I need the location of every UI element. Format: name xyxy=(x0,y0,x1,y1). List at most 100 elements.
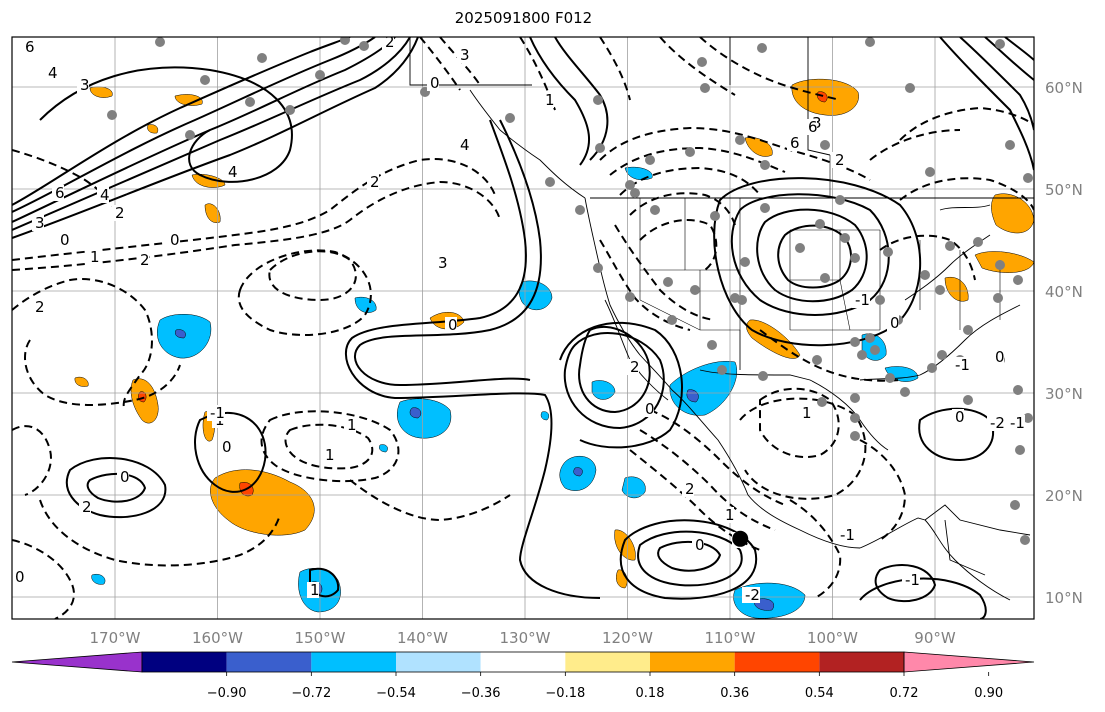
contour-label: 6 xyxy=(808,118,818,136)
longitude-axis-labels: 170°W 160°W 150°W 140°W 130°W 120°W 110°W 100°W… xyxy=(90,629,956,647)
contour-label: 1 xyxy=(325,446,335,464)
station-dot xyxy=(285,105,295,115)
contour-label-bg xyxy=(112,205,124,221)
contour-label: -1 xyxy=(840,526,855,544)
contour-label: 4 xyxy=(228,163,238,181)
station-dot xyxy=(667,315,677,325)
colorbar-segment xyxy=(396,652,481,672)
station-dot xyxy=(820,273,830,283)
contour-label: 0 xyxy=(430,74,440,92)
contour-label-bg xyxy=(22,39,34,55)
station-dot xyxy=(593,95,603,105)
latitude-label: 30°N xyxy=(1045,385,1083,403)
colorbar-tick-label: 0.72 xyxy=(890,686,919,701)
state-borders xyxy=(639,155,1001,370)
station-dot xyxy=(812,355,822,365)
station-dot xyxy=(690,285,700,295)
station-dot xyxy=(1013,275,1023,285)
station-dot xyxy=(545,177,555,187)
contour-label-bg xyxy=(382,37,394,50)
contour-label: 0 xyxy=(15,568,25,586)
contour-label: 6 xyxy=(25,38,35,56)
station-dot xyxy=(905,83,915,93)
latitude-axis-labels: 60°N 50°N 40°N 30°N 20°N 10°N xyxy=(1045,79,1083,607)
contour-label: -2 xyxy=(745,586,760,604)
station-dot xyxy=(1023,173,1033,183)
contour-label: 0 xyxy=(645,400,655,418)
contour-label-bg xyxy=(32,215,44,231)
colorbar-segment xyxy=(142,652,227,672)
station-dot xyxy=(340,37,350,45)
station-markers xyxy=(107,37,1033,545)
contour-label-bg xyxy=(97,187,109,203)
contour-label: 0 xyxy=(695,536,705,554)
contour-label-bg xyxy=(799,405,811,421)
contour-label: 2 xyxy=(115,204,125,222)
longitude-label: 130°W xyxy=(500,629,551,647)
station-dot xyxy=(735,135,745,145)
station-dot xyxy=(920,270,930,280)
contour-label: 2 xyxy=(35,298,45,316)
station-dot xyxy=(625,292,635,302)
station-dot xyxy=(963,395,973,405)
solid-contours xyxy=(12,37,1034,619)
station-dot xyxy=(885,373,895,383)
contour-label: 0 xyxy=(222,438,232,456)
station-dot xyxy=(927,363,937,373)
contour-label-bg xyxy=(427,75,439,91)
station-dot xyxy=(758,371,768,381)
contour-label-bg xyxy=(832,152,844,168)
colorbar-segment xyxy=(734,652,820,672)
coastlines xyxy=(409,37,1034,601)
contour-label-bg xyxy=(887,315,899,331)
station-dot xyxy=(359,41,369,51)
longitude-label: 170°W xyxy=(90,629,141,647)
station-dot xyxy=(760,203,770,213)
contour-label: 0 xyxy=(995,348,1005,366)
station-dot xyxy=(645,155,655,165)
contour-label-bg xyxy=(57,232,69,248)
contour-label: 2 xyxy=(630,358,640,376)
station-dot xyxy=(945,241,955,251)
contour-label: 0 xyxy=(120,468,130,486)
station-dot xyxy=(315,70,325,80)
colorbar-tick-label: −0.90 xyxy=(207,686,247,701)
colorbar-outline xyxy=(141,651,905,673)
colorbar-tick-label: −0.72 xyxy=(291,686,331,701)
contour-label-bg xyxy=(445,317,457,333)
contour-label: 2 xyxy=(82,498,92,516)
contour-label-bg xyxy=(692,537,704,553)
contour-labels: 643642301204232112010-1010202104632-10-1… xyxy=(12,37,1025,604)
colorbar-segment xyxy=(226,652,312,672)
contour-label-bg xyxy=(742,587,760,603)
station-dot xyxy=(875,295,885,305)
colorbar-tick-label: −0.18 xyxy=(545,686,585,701)
contour-label-bg xyxy=(322,447,334,463)
longitude-label: 120°W xyxy=(602,629,653,647)
contour-label-bg xyxy=(344,417,356,433)
station-dot xyxy=(245,97,255,107)
contour-label: 1 xyxy=(347,416,357,434)
station-dot xyxy=(107,110,117,120)
latitude-label: 20°N xyxy=(1045,487,1083,505)
station-dot xyxy=(857,350,867,360)
contour-label: -1 xyxy=(1010,414,1025,432)
contour-label-bg xyxy=(837,527,855,543)
contour-label-bg xyxy=(207,405,225,421)
contour-label-bg xyxy=(992,349,1004,365)
contour-label-bg xyxy=(952,357,970,373)
contour-label-bg xyxy=(367,174,379,190)
longitude-label: 140°W xyxy=(397,629,448,647)
station-dot xyxy=(593,263,603,273)
contour-label-bg xyxy=(457,47,469,63)
station-dot xyxy=(995,260,1005,270)
map-title: 2025091800 F012 xyxy=(454,9,593,27)
contour-label-bg xyxy=(642,401,654,417)
colorbar-segment xyxy=(480,652,566,672)
contour-label: 3 xyxy=(80,76,90,94)
contour-label-bg xyxy=(219,439,231,455)
contour-label: 3 xyxy=(35,214,45,232)
station-dot xyxy=(1010,500,1020,510)
contour-label: 0 xyxy=(60,231,70,249)
station-dot xyxy=(973,237,983,247)
